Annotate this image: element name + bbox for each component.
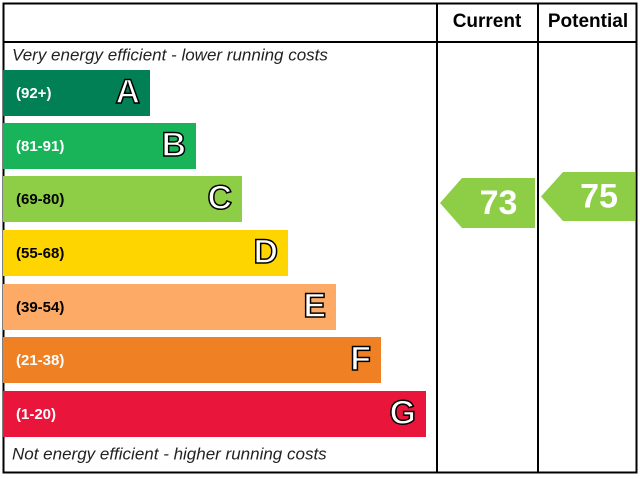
band-letter: F: [350, 340, 371, 378]
bottom-note: Not energy efficient - higher running co…: [12, 444, 327, 463]
top-note: Very energy efficient - lower running co…: [12, 45, 328, 64]
band-range: (39-54): [16, 299, 64, 316]
band-range: (69-80): [16, 191, 64, 208]
band-letter: C: [207, 179, 232, 217]
band-bar: [3, 176, 242, 222]
potential-arrow: [541, 172, 635, 221]
band-bar: [3, 123, 196, 169]
potential-header: Potential: [548, 11, 628, 32]
band-bar: [3, 337, 381, 383]
band-letter: B: [161, 126, 186, 164]
band-bar: [3, 284, 336, 330]
band-bar: [3, 70, 150, 116]
band-range: (55-68): [16, 245, 64, 262]
current-arrow: [440, 178, 535, 228]
current-header: Current: [453, 11, 522, 32]
band-letter: D: [253, 233, 278, 271]
band-letter: E: [303, 287, 326, 325]
current-value: 73: [480, 184, 518, 222]
band-range: (21-38): [16, 352, 64, 369]
band-bar: [3, 230, 288, 276]
band-range: (1-20): [16, 406, 56, 423]
potential-value: 75: [580, 177, 618, 215]
band-range: (92+): [16, 85, 51, 102]
band-bar: [3, 391, 426, 437]
band-letter: A: [115, 73, 140, 111]
band-letter: G: [390, 394, 416, 432]
band-range: (81-91): [16, 138, 64, 155]
